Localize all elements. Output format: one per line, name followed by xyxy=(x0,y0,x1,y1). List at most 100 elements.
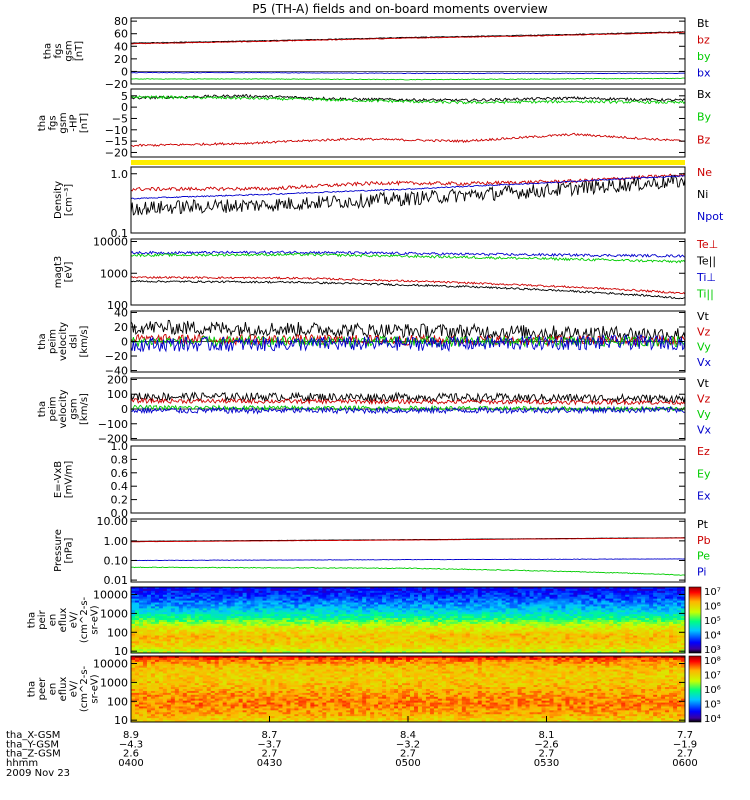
spectrogram-cell xyxy=(234,596,240,600)
spectrogram-cell xyxy=(493,620,499,623)
spectrogram-cell xyxy=(565,596,570,600)
spectrogram-cell xyxy=(565,610,570,613)
spectrogram-cell xyxy=(402,600,407,603)
spectrogram-cell xyxy=(501,625,507,629)
spectrogram-cell xyxy=(262,608,267,611)
spectrogram-cell xyxy=(246,610,251,613)
spectrogram-cell xyxy=(605,616,610,619)
y-tick-label: −40 xyxy=(105,365,128,378)
spectrogram-cell xyxy=(334,629,339,633)
spectrogram-cell xyxy=(665,627,670,631)
spectrogram-cell xyxy=(398,600,403,603)
spectrogram-cell xyxy=(617,608,622,611)
spectrogram-cell xyxy=(214,606,220,609)
spectrogram-cell xyxy=(677,647,682,650)
spectrogram-cell xyxy=(473,637,479,640)
spectrogram-cell xyxy=(170,627,176,631)
spectrogram-cell xyxy=(330,627,335,631)
spectrogram-cell xyxy=(154,616,160,619)
spectrogram-cell xyxy=(629,633,634,636)
spectrogram-cell xyxy=(525,590,530,594)
spectrogram-cell xyxy=(318,598,323,601)
spectrogram-cell xyxy=(158,606,164,609)
spectrogram-cell xyxy=(457,592,463,596)
spectrogram-cell xyxy=(334,618,339,621)
spectrogram-cell xyxy=(150,590,156,594)
spectrogram-cell xyxy=(453,635,459,638)
spectrogram-cell xyxy=(485,623,491,627)
spectrogram-cell xyxy=(290,587,295,590)
spectrogram-cell xyxy=(174,643,180,646)
spectrogram-cell xyxy=(661,643,666,646)
spectrogram-cell xyxy=(517,620,522,623)
spectrogram-cell xyxy=(437,649,443,652)
spectrogram-cell xyxy=(561,633,566,636)
spectrogram-cell xyxy=(453,596,459,600)
spectrogram-cell xyxy=(394,616,399,619)
spectrogram-cell xyxy=(390,645,395,648)
spectrogram-cell xyxy=(525,596,530,600)
spectrogram-cell xyxy=(394,629,399,633)
spectrogram-cell xyxy=(322,649,327,652)
spectrogram-cell xyxy=(665,645,670,648)
spectrogram-cell xyxy=(429,633,435,636)
spectrogram-cell xyxy=(433,633,439,636)
spectrogram-cell xyxy=(617,621,622,625)
spectrogram-cell xyxy=(549,590,554,594)
spectrogram-cell xyxy=(577,598,582,601)
spectrogram-cell xyxy=(254,649,259,652)
spectrogram-cell xyxy=(354,588,359,592)
spectrogram-cell xyxy=(270,614,275,617)
spectrogram-cell xyxy=(485,598,491,601)
spectrogram-cell xyxy=(138,631,144,634)
spectrogram-cell xyxy=(346,625,351,629)
spectrogram-cell xyxy=(657,621,662,625)
spectrogram-cell xyxy=(242,631,247,634)
spectrogram-cell xyxy=(402,641,407,644)
spectrogram-cell xyxy=(669,614,674,617)
spectrogram-cell xyxy=(573,598,578,601)
legend-label: Vz xyxy=(697,393,711,406)
spectrogram-cell xyxy=(386,596,391,600)
spectrogram-cell xyxy=(465,588,471,592)
spectrogram-cell xyxy=(182,651,188,654)
spectrogram-cell xyxy=(613,590,618,594)
spectrogram-cell xyxy=(186,647,192,650)
spectrogram-cell xyxy=(342,590,347,594)
spectrogram-cell xyxy=(409,614,415,617)
spectrogram-cell xyxy=(282,614,287,617)
spectrogram-cell xyxy=(202,587,208,590)
spectrogram-cell xyxy=(298,621,303,625)
spectrogram-cell xyxy=(366,618,371,621)
series-line-Vx xyxy=(130,333,686,353)
spectrogram-cell xyxy=(529,592,534,596)
spectrogram-cell xyxy=(178,618,184,621)
spectrogram-cell xyxy=(131,610,136,613)
spectrogram-cell xyxy=(421,627,427,631)
spectrogram-cell xyxy=(457,614,463,617)
spectrogram-cell xyxy=(314,629,319,633)
spectrogram-cell xyxy=(166,641,172,644)
spectrogram-cell xyxy=(206,592,212,596)
spectrogram-cell xyxy=(433,612,439,615)
spectrogram-cell xyxy=(537,647,542,650)
spectrogram-cell xyxy=(254,637,259,640)
spectrogram-cell xyxy=(382,610,387,613)
spectrogram-cell xyxy=(621,614,626,617)
spectrogram-cell xyxy=(577,588,582,592)
spectrogram-cell xyxy=(250,629,255,633)
spectrogram-cell xyxy=(310,587,315,590)
spectrogram-cell xyxy=(577,594,582,598)
y-axis-label: gsm xyxy=(63,40,74,61)
spectrogram-cell xyxy=(489,629,495,633)
spectrogram-cell xyxy=(457,643,463,646)
spectrogram-cell xyxy=(322,647,327,650)
spectrogram-cell xyxy=(509,594,515,598)
spectrogram-cell xyxy=(441,647,447,650)
spectrogram-cell xyxy=(557,637,562,640)
spectrogram-cell xyxy=(302,610,307,613)
spectrogram-cell xyxy=(354,618,359,621)
spectrogram-cell xyxy=(170,649,176,652)
spectrogram-cell xyxy=(262,616,267,619)
spectrogram-cell xyxy=(334,645,339,648)
